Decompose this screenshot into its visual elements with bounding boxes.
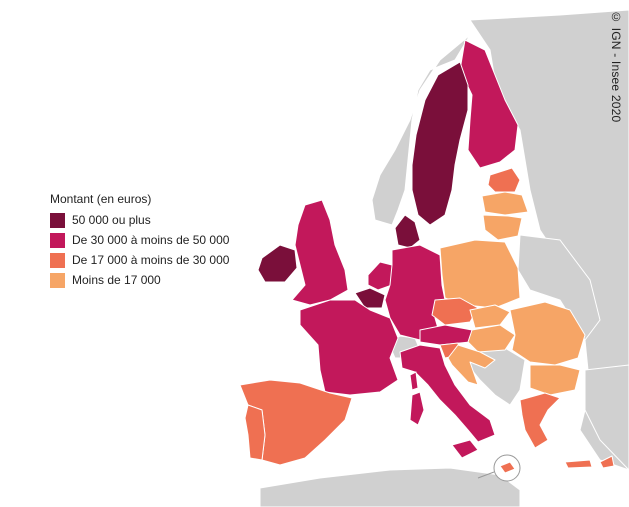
country-austria — [419, 324, 473, 346]
country-germany — [384, 244, 446, 341]
country-poland — [439, 239, 521, 309]
country-corsica — [409, 371, 419, 391]
country-sardinia — [409, 391, 425, 426]
country-denmark — [394, 214, 421, 249]
legend: Montant (en euros) 50 000 ou plus De 30 … — [50, 192, 229, 290]
legend-swatch — [50, 232, 65, 248]
country-romania — [509, 301, 586, 366]
country-malta — [499, 461, 516, 474]
country-hungary — [467, 324, 516, 353]
norway-land — [371, 34, 471, 226]
country-finland — [459, 39, 519, 169]
legend-title: Montant (en euros) — [50, 192, 152, 206]
country-netherlands — [367, 261, 393, 291]
country-greece — [519, 392, 561, 449]
country-crete — [564, 459, 593, 469]
country-sweden — [411, 61, 469, 226]
legend-item-50000-plus: 50 000 ou plus — [50, 210, 229, 230]
legend-label: De 30 000 à moins de 50 000 — [72, 233, 230, 247]
legend-swatch — [50, 252, 65, 268]
country-sicily — [451, 439, 479, 459]
legend-swatch — [50, 212, 65, 228]
legend-label: Moins de 17 000 — [72, 273, 161, 287]
legend-item-30000-50000: De 30 000 à moins de 50 000 — [50, 230, 229, 250]
country-france — [299, 299, 399, 396]
country-lithuania — [482, 214, 523, 241]
country-slovakia — [469, 304, 511, 329]
source-credit: © IGN - Insee 2020 — [609, 10, 623, 123]
country-latvia — [481, 191, 529, 216]
country-united-kingdom — [291, 199, 349, 306]
country-ireland — [257, 244, 298, 283]
legend-label: De 17 000 à moins de 30 000 — [72, 253, 230, 267]
legend-label: 50 000 ou plus — [72, 213, 151, 227]
country-czechia — [431, 297, 479, 326]
legend-swatch — [50, 272, 65, 288]
malta-inset — [477, 454, 521, 482]
country-portugal — [244, 404, 266, 461]
country-croatia — [447, 344, 496, 386]
ukraine-belarus-land — [517, 234, 601, 341]
country-italy — [399, 344, 496, 443]
turkey-land — [584, 364, 629, 471]
country-estonia — [487, 167, 521, 193]
north-africa-land — [259, 467, 521, 507]
legend-item-17000-30000: De 17 000 à moins de 30 000 — [50, 250, 229, 270]
legend-item-under-17000: Moins de 17 000 — [50, 270, 229, 290]
eu-countries — [239, 39, 615, 482]
country-bulgaria — [529, 364, 581, 396]
non-eu-land — [259, 9, 629, 507]
country-cyprus — [599, 455, 615, 469]
